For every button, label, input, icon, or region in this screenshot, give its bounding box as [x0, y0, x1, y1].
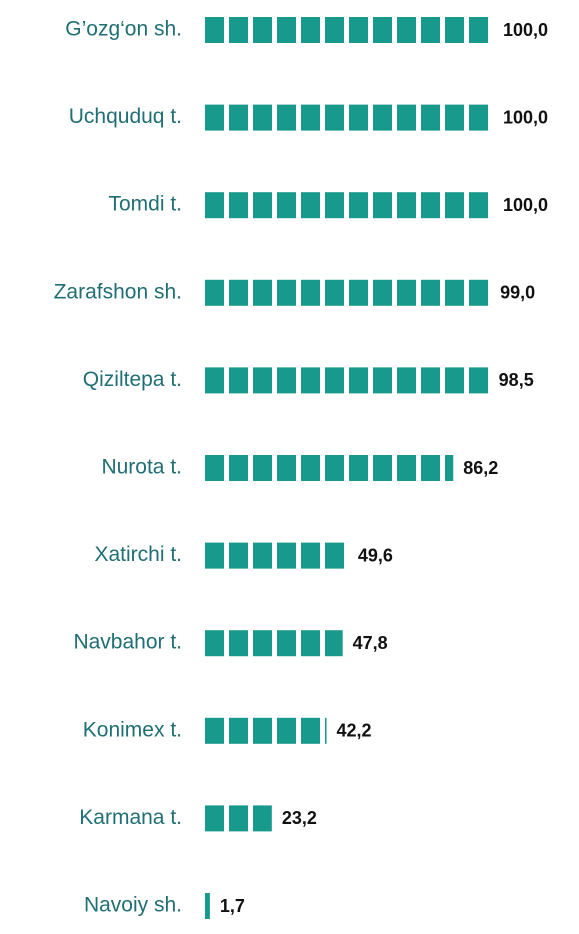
bar [205, 805, 272, 832]
bar [205, 717, 327, 744]
value-label: 100,0 [503, 195, 548, 215]
category-label: Zarafshon sh. [54, 280, 182, 303]
bar [205, 893, 210, 919]
value-label: 100,0 [503, 107, 548, 127]
bar [205, 192, 493, 219]
category-label: Nurota t. [101, 456, 182, 479]
category-label: Navoiy sh. [84, 894, 182, 917]
value-label: 1,7 [220, 896, 245, 916]
value-label: 99,0 [500, 283, 535, 303]
value-label: 98,5 [499, 370, 534, 390]
category-label: Xatirchi t. [94, 543, 182, 566]
value-label: 100,0 [503, 20, 548, 40]
bar [205, 104, 493, 131]
category-label: Qiziltepa t. [83, 368, 182, 391]
bar [205, 630, 343, 657]
value-label: 86,2 [463, 458, 498, 478]
category-label: Uchquduq t. [69, 105, 182, 128]
value-label: 47,8 [353, 633, 388, 653]
bar [205, 279, 491, 306]
category-label: Karmana t. [79, 806, 182, 829]
category-label: G’ozg‘on sh. [65, 18, 182, 41]
bar [205, 367, 489, 394]
category-label: Navbahor t. [73, 631, 182, 654]
value-label: 42,2 [337, 721, 372, 741]
category-label: Konimex t. [83, 718, 182, 741]
bar [205, 542, 348, 569]
bar [205, 17, 493, 43]
value-label: 49,6 [358, 545, 393, 565]
value-label: 23,2 [282, 808, 317, 828]
bar [205, 455, 454, 481]
category-label: Tomdi t. [108, 193, 182, 216]
